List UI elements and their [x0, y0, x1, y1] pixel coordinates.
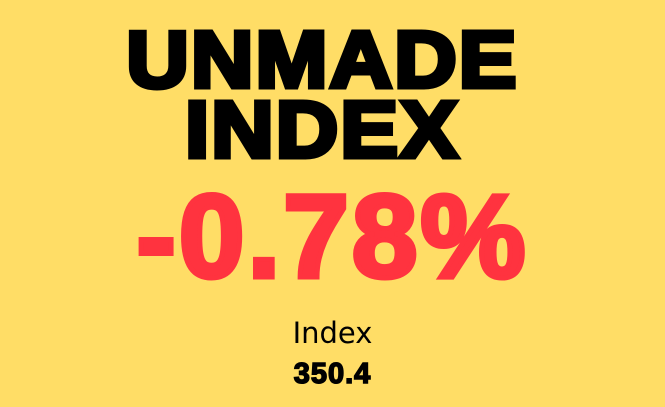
- title-line-2: INDEX: [182, 85, 460, 174]
- index-label: Index: [292, 316, 373, 350]
- title-line-1: UNMADE: [124, 15, 519, 104]
- change-percent: -0.78%: [134, 171, 529, 303]
- index-value: 350.4: [293, 357, 372, 391]
